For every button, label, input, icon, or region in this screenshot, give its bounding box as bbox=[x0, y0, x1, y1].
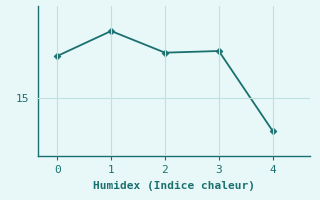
X-axis label: Humidex (Indice chaleur): Humidex (Indice chaleur) bbox=[93, 181, 255, 191]
